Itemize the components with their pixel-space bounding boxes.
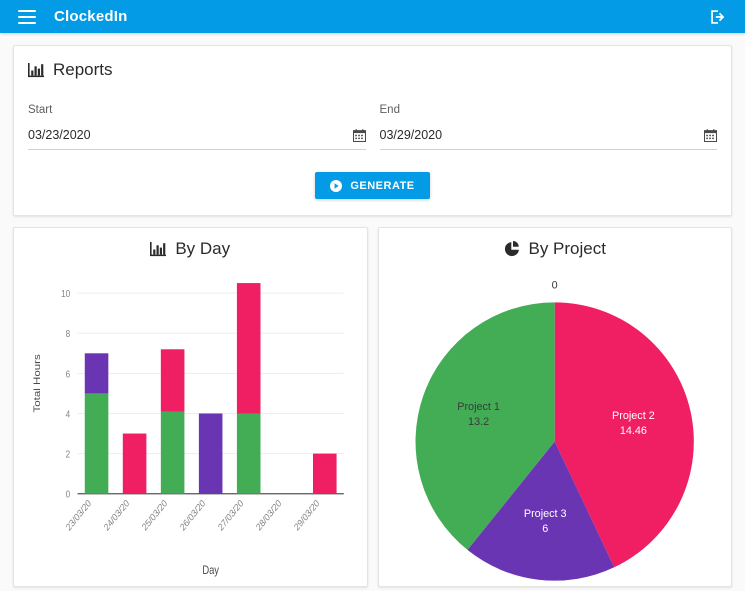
pie-zero-label: 0	[551, 280, 557, 292]
reports-card: Reports Start	[13, 45, 732, 216]
by-day-plot-area: 0 2 4 6 8 10 23/03/20 24/03/20 25/03/20 26/03/20 2…	[22, 259, 359, 580]
svg-text:Project 1: Project 1	[457, 401, 500, 413]
by-project-chart-card: By Project Project 2 14.46 Project 3 6 Proje…	[377, 227, 732, 587]
y-axis-tick-label: 8	[66, 328, 71, 339]
sign-out-button[interactable]	[709, 8, 727, 26]
x-axis-title: Day	[202, 564, 219, 577]
by-day-bar-chart: 0 2 4 6 8 10 23/03/20 24/03/20 25/03/20 26/03/20 2…	[32, 283, 344, 577]
start-date-field-group: Start	[28, 104, 366, 150]
app-bar: ClockedIn	[0, 0, 745, 33]
page-body: Reports Start	[0, 33, 745, 587]
end-date-label: End	[379, 104, 400, 116]
date-range-fields: Start	[28, 104, 717, 150]
bar-chart-icon	[150, 241, 167, 256]
end-date-input-wrap[interactable]	[379, 128, 717, 150]
pie-slice-label: Project 1 13.2	[457, 401, 500, 428]
svg-text:Project 2: Project 2	[612, 410, 655, 422]
svg-text:6: 6	[542, 523, 548, 535]
calendar-icon[interactable]	[352, 128, 366, 142]
calendar-icon[interactable]	[704, 128, 717, 142]
start-date-label: Start	[28, 104, 53, 116]
y-axis-tick-label: 4	[66, 409, 71, 420]
bar-segment[interactable]	[236, 413, 261, 494]
bar-segment[interactable]	[198, 413, 223, 494]
pie-chart-icon	[504, 241, 519, 257]
generate-button-row: GENERATE	[28, 172, 717, 199]
play-circle-icon	[330, 179, 343, 192]
start-date-input[interactable]	[28, 128, 353, 142]
hamburger-menu-icon[interactable]	[18, 9, 36, 24]
x-axis-tick-label: 23/03/20	[64, 498, 93, 533]
by-project-pie-chart: Project 2 14.46 Project 3 6 Project 1 13.2 0	[415, 280, 694, 581]
bar-segment[interactable]	[84, 353, 109, 394]
y-axis-tick-label: 2	[66, 449, 71, 460]
x-axis-tick-label: 24/03/20	[102, 498, 131, 533]
pie-slice[interactable]	[554, 302, 694, 568]
x-axis-tick-label: 28/03/20	[254, 498, 283, 533]
bar-segment[interactable]	[122, 433, 147, 494]
y-axis-tick-label: 0	[66, 489, 71, 500]
x-axis-tick-label: 25/03/20	[140, 498, 169, 533]
pie-slice[interactable]	[415, 302, 555, 550]
bar-chart-icon	[28, 62, 44, 77]
generate-button[interactable]: GENERATE	[315, 172, 430, 199]
x-axis-tick-label: 29/03/20	[292, 498, 321, 533]
pie-slice[interactable]	[466, 441, 614, 581]
y-axis-tick-label: 10	[61, 288, 70, 299]
reports-title: Reports	[53, 60, 113, 79]
bar-segment[interactable]	[160, 349, 185, 412]
end-date-field-group: End	[379, 104, 717, 150]
x-axis-tick-label: 26/03/20	[178, 498, 207, 533]
svg-text:Project 3: Project 3	[523, 508, 566, 520]
by-day-card-header: By Day	[22, 239, 359, 259]
sign-out-icon	[711, 9, 725, 24]
x-axis-tick-label: 27/03/20	[216, 498, 245, 533]
svg-text:14.46: 14.46	[619, 425, 646, 437]
app-brand-title: ClockedIn	[54, 8, 128, 25]
by-project-plot-area: Project 2 14.46 Project 3 6 Project 1 13.2 0	[387, 259, 724, 591]
bar-segment[interactable]	[236, 283, 261, 414]
y-axis-title: Total Hours	[32, 354, 43, 412]
by-project-title: By Project	[528, 239, 606, 258]
generate-button-label: GENERATE	[350, 179, 415, 192]
reports-card-header: Reports	[28, 60, 717, 80]
charts-row: By Day 0 2 4 6 8 10 23/03/20 24/03/20 25/03/20 26…	[13, 227, 732, 587]
by-day-title: By Day	[175, 239, 231, 258]
bar-segment[interactable]	[312, 453, 337, 494]
by-day-chart-card: By Day 0 2 4 6 8 10 23/03/20 24/03/20 25/03/20 26…	[13, 227, 368, 587]
start-date-input-wrap[interactable]	[28, 128, 366, 150]
bar-segment[interactable]	[160, 411, 185, 494]
svg-text:13.2: 13.2	[468, 416, 489, 428]
bar-segment[interactable]	[84, 393, 109, 494]
y-axis-tick-label: 6	[66, 369, 71, 380]
pie-slice-label: Project 2 14.46	[612, 410, 655, 437]
pie-slice-label: Project 3 6	[523, 508, 566, 535]
end-date-input[interactable]	[379, 128, 704, 142]
by-project-card-header: By Project	[387, 239, 724, 259]
